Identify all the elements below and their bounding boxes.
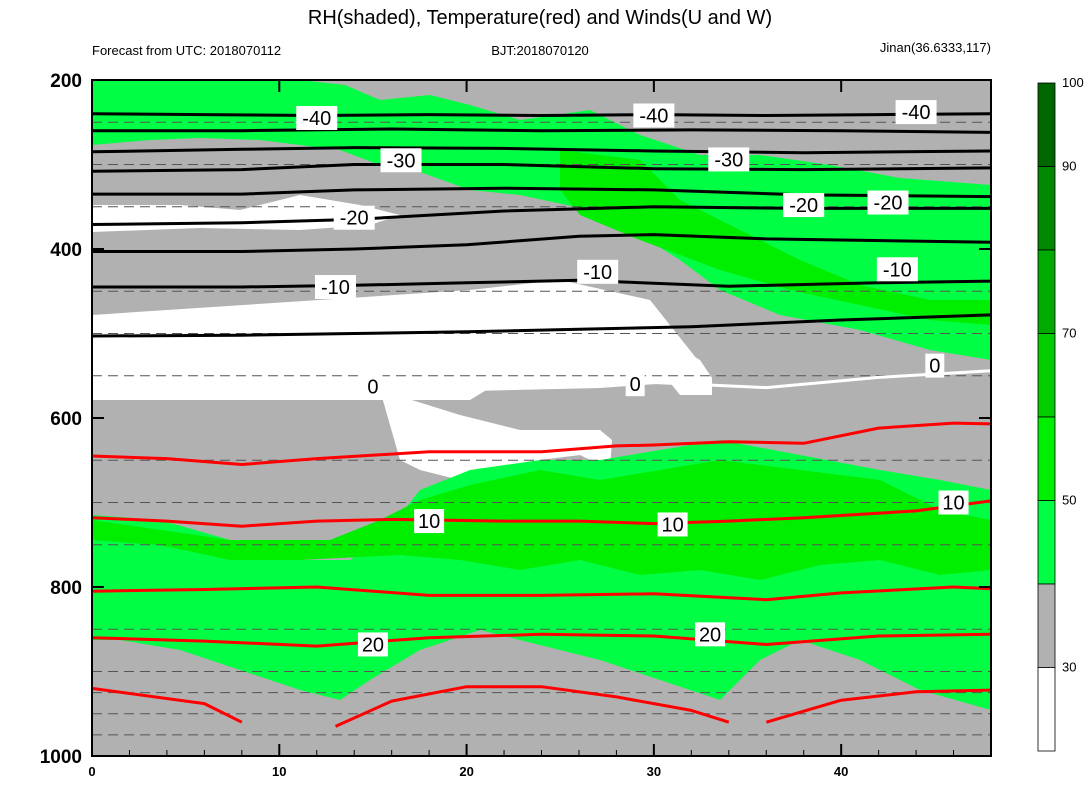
rh-dry-layer — [92, 326, 712, 400]
contour-label-box — [314, 275, 356, 300]
colorbar-swatch — [1037, 416, 1056, 501]
contour-label: -30 — [387, 150, 416, 172]
contour-label-box — [363, 374, 383, 399]
contour-label: -10 — [883, 259, 912, 281]
colorbar-swatch — [1037, 249, 1056, 334]
contour-label: 10 — [418, 511, 440, 533]
temperature-contour — [92, 278, 991, 289]
contour-label-box — [783, 193, 825, 218]
colorbar: 30 50 70 90 100 — [1037, 75, 1084, 752]
contour-label-box — [633, 103, 675, 128]
contour-label-box — [657, 512, 688, 537]
colorbar-label: 50 — [1062, 493, 1076, 508]
y-tick-label: 200 — [50, 71, 82, 92]
colorbar-label: 30 — [1062, 660, 1076, 675]
chart-title: RH(shaded), Temperature(red) and Winds(U… — [308, 7, 772, 29]
colorbar-swatch — [1037, 500, 1056, 585]
temperature-contours — [92, 112, 991, 728]
contour-label-box — [380, 148, 422, 173]
temperature-contour — [92, 585, 991, 602]
contour-label: -30 — [714, 149, 743, 171]
subtitle-center: BJT:2018070120 — [491, 43, 589, 58]
contour-label: -40 — [639, 105, 668, 127]
contour-label: -10 — [583, 262, 612, 284]
temperature-contour — [92, 127, 991, 134]
x-tick-label: 20 — [459, 764, 473, 779]
x-axis: 0 10 20 30 40 — [88, 80, 992, 779]
contour-label: -40 — [902, 102, 931, 124]
contour-label-box — [876, 257, 918, 282]
rh-high-region — [560, 150, 991, 325]
contour-label: 10 — [661, 514, 683, 536]
subtitle-right: Jinan(36.6333,117) — [880, 40, 991, 55]
contour-label: -40 — [302, 108, 331, 130]
y-tick-label: 600 — [50, 409, 82, 430]
contour-label-box — [695, 622, 726, 647]
colorbar-swatch — [1037, 166, 1056, 251]
rh-dry-region — [380, 390, 612, 480]
contour-label: -20 — [874, 193, 903, 215]
subtitle-left: Forecast from UTC: 2018070112 — [92, 43, 281, 58]
colorbar-swatch — [1037, 82, 1056, 167]
x-tick-label: 0 — [88, 764, 95, 779]
colorbar-label: 70 — [1062, 326, 1076, 341]
temperature-contour — [92, 112, 991, 117]
colorbar-swatch — [1037, 583, 1056, 668]
y-tick-label: 800 — [50, 578, 82, 599]
contour-label-box — [895, 100, 937, 125]
contour-label: 0 — [630, 374, 641, 396]
contour-label-box — [333, 205, 375, 230]
contour-label-box — [867, 190, 909, 215]
contour-label-box — [925, 353, 945, 378]
temperature-contour — [92, 499, 991, 528]
contour-label: -10 — [321, 277, 350, 299]
contour-label: 20 — [362, 634, 384, 656]
contour-labels: -40 -40 -40 -30 -30 -20 -20 -20 -10 -10 -10 0 0 0 10 10… — [296, 100, 969, 657]
contour-label-box — [708, 147, 750, 172]
plot-area: -40 -40 -40 -30 -30 -20 -20 -20 -10 -10 -10 0 0 0 10 10… — [92, 80, 991, 756]
temperature-contour — [92, 632, 991, 648]
pressure-level-lines — [92, 121, 991, 736]
contour-label-box — [357, 632, 388, 657]
temperature-contour — [92, 421, 991, 466]
contour-label-box — [938, 490, 969, 515]
temperature-contour — [92, 233, 991, 253]
x-tick-label: 30 — [647, 764, 661, 779]
y-tick-label: 1000 — [40, 747, 82, 768]
contour-label: 0 — [367, 377, 378, 399]
temperature-contour — [334, 685, 730, 728]
temperature-contour — [92, 163, 991, 173]
contour-label-box — [577, 259, 619, 284]
contour-label: -20 — [789, 195, 818, 217]
temperature-contour — [765, 688, 991, 724]
colorbar-label: 100 — [1062, 75, 1084, 90]
temperature-contour — [92, 369, 991, 390]
x-tick-label: 10 — [272, 764, 286, 779]
temperature-contour — [92, 146, 991, 155]
temperature-contour — [92, 313, 991, 338]
y-tick-label: 400 — [50, 240, 82, 261]
x-tick-label: 40 — [834, 764, 848, 779]
contour-label: 10 — [942, 493, 964, 515]
colorbar-label: 90 — [1062, 159, 1076, 174]
contour-label: 0 — [929, 356, 940, 378]
colorbar-swatch — [1037, 667, 1056, 752]
contour-label-box — [414, 509, 445, 534]
contour-label-box — [625, 372, 645, 397]
colorbar-swatch — [1037, 333, 1056, 418]
contour-label: 20 — [699, 624, 721, 646]
contour-label-box — [296, 106, 338, 131]
contour-label: -20 — [340, 208, 369, 230]
temperature-contour — [92, 686, 243, 724]
